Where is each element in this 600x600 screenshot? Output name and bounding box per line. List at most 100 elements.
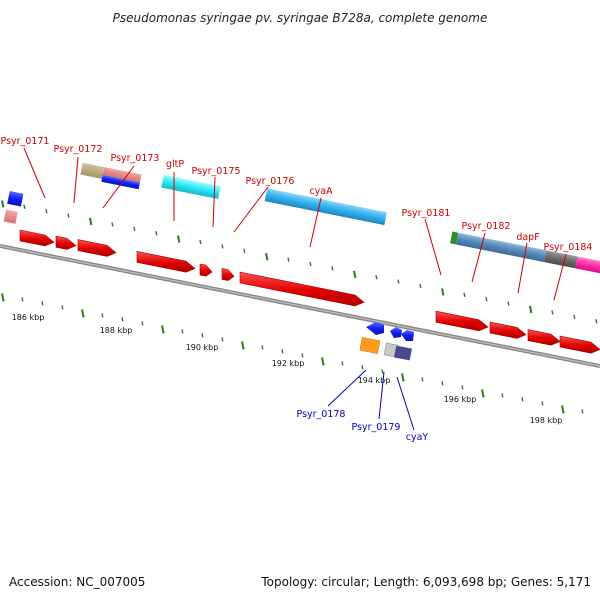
tick-mark [287, 257, 290, 262]
label-leader-lines [23, 147, 567, 431]
gene-label[interactable]: Psyr_0184 [544, 242, 593, 253]
tick-mark [177, 235, 181, 243]
tick-mark [529, 305, 533, 314]
feature-gene[interactable] [359, 337, 381, 354]
tick-mark [551, 310, 554, 315]
tick-mark [121, 317, 124, 322]
gene-label[interactable]: gltP [166, 159, 184, 170]
tick-mark [265, 253, 269, 261]
tick-mark [281, 349, 284, 354]
feature-gene[interactable] [80, 162, 105, 179]
tick-mark [81, 309, 85, 318]
gene-label[interactable]: Psyr_0179 [352, 422, 401, 433]
tick-mark [581, 409, 584, 414]
tick-mark [243, 248, 246, 253]
gene-label[interactable]: Psyr_0182 [462, 221, 511, 232]
tick-mark [521, 397, 524, 402]
reverse-strand-features [359, 322, 414, 361]
tick-mark [1, 293, 5, 302]
gene-label[interactable]: Psyr_0172 [54, 144, 103, 155]
tick-mark [401, 373, 405, 382]
feature-gene[interactable] [3, 209, 18, 224]
tick-mark [361, 365, 364, 370]
gene-label[interactable]: cyaA [309, 186, 333, 197]
tick-mark [23, 204, 26, 209]
tick-mark [321, 357, 325, 366]
tick-mark [481, 389, 485, 398]
tick-mark [133, 226, 136, 231]
feature-gene[interactable] [101, 174, 140, 190]
kbp-label: 186 kbp [12, 313, 45, 322]
feature-gene[interactable] [264, 188, 387, 226]
cds-arrow[interactable] [527, 329, 561, 346]
tick-mark [301, 353, 304, 358]
cds-arrow[interactable] [489, 321, 527, 339]
kbp-label: 194 kbp [358, 376, 391, 385]
tick-mark [41, 301, 44, 306]
gene-label[interactable]: Psyr_0171 [1, 136, 50, 147]
kbp-label: 196 kbp [444, 395, 477, 404]
cds-arrow[interactable] [19, 229, 55, 247]
topology-text: Topology: circular; Length: 6,093,698 bp… [260, 575, 591, 589]
tick-mark [501, 393, 504, 398]
tick-mark [375, 275, 378, 280]
tick-mark [199, 239, 202, 245]
feature-gene[interactable] [390, 327, 402, 338]
gene-label[interactable]: Psyr_0178 [297, 409, 346, 420]
cds-arrow[interactable] [239, 271, 365, 307]
tick-mark [573, 314, 576, 319]
kbp-label: 198 kbp [530, 416, 563, 425]
feature-gene[interactable] [544, 250, 578, 269]
feature-gene[interactable] [161, 174, 221, 200]
tick-mark [21, 297, 24, 302]
tick-mark [201, 333, 204, 338]
feature-gene[interactable] [575, 256, 600, 277]
feature-gene[interactable] [366, 322, 384, 335]
tick-mark [353, 270, 357, 278]
cds-arrow[interactable] [136, 251, 196, 273]
tick-mark [221, 337, 224, 342]
feature-gene[interactable] [394, 345, 412, 361]
tick-mark [61, 305, 64, 310]
tick-mark [441, 288, 445, 296]
feature-gene[interactable] [7, 191, 24, 207]
feature-gene[interactable] [508, 243, 547, 263]
cds-arrow[interactable] [55, 235, 77, 250]
cds-arrow[interactable] [435, 310, 489, 332]
feature-gene[interactable] [450, 231, 459, 245]
tick-mark [381, 369, 384, 374]
feature-gene[interactable] [401, 330, 414, 341]
accession-text: Accession: NC_007005 [9, 575, 145, 589]
tick-mark [89, 217, 93, 226]
cds-arrow[interactable] [559, 335, 600, 354]
tick-mark [67, 213, 70, 218]
tick-mark [595, 319, 598, 324]
gene-label[interactable]: Psyr_0175 [192, 166, 241, 177]
kbp-labels: 186 kbp 188 kbp 190 kbp 192 kbp 194 kbp … [12, 313, 563, 425]
tick-mark [485, 297, 488, 302]
tick-mark [507, 301, 510, 306]
cds-arrow[interactable] [77, 239, 117, 257]
tick-mark [181, 329, 184, 334]
genome-backbone [0, 244, 600, 368]
cds-arrow[interactable] [221, 268, 235, 281]
tick-mark [241, 341, 245, 350]
tick-mark [541, 401, 544, 406]
tick-mark [155, 231, 158, 236]
tick-mark [1, 200, 5, 208]
feature-gene[interactable] [455, 232, 512, 256]
tick-mark [141, 321, 144, 326]
feature-gene[interactable] [102, 167, 142, 183]
kbp-label: 192 kbp [272, 359, 305, 368]
cds-arrow[interactable] [199, 263, 213, 277]
map-title: Pseudomonas syringae pv. syringae B728a,… [113, 11, 488, 25]
tick-mark [309, 261, 312, 267]
gene-label[interactable]: Psyr_0176 [246, 176, 295, 187]
gene-label[interactable]: cyaY [406, 432, 429, 443]
forward-strand-features [3, 162, 600, 277]
gene-label[interactable]: Psyr_0181 [402, 208, 451, 219]
gene-label[interactable]: Psyr_0173 [111, 153, 160, 164]
gene-label[interactable]: dapF [516, 232, 539, 243]
tick-mark [561, 405, 565, 414]
tick-mark [463, 292, 466, 297]
